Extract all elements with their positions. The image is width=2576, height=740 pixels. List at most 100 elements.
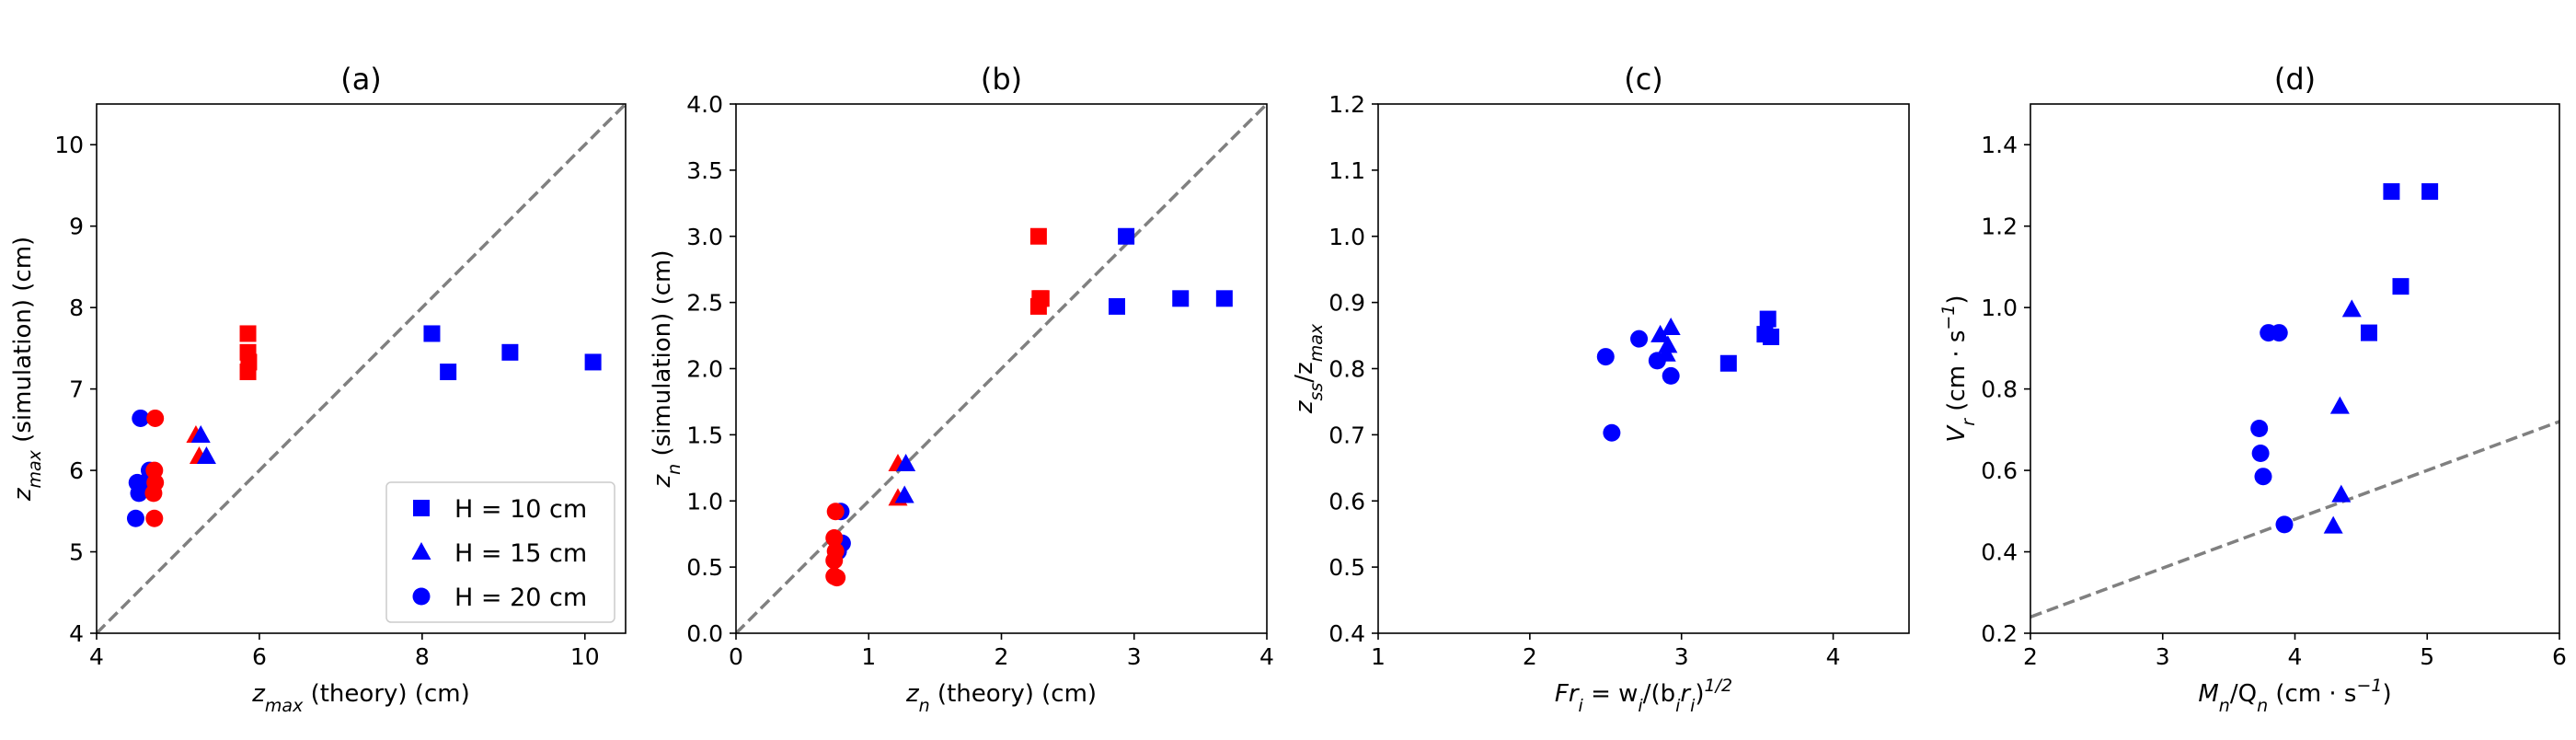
- data-point: [2383, 183, 2400, 201]
- data-point: [146, 409, 165, 427]
- y-tick-label: 10: [54, 132, 84, 158]
- data-point: [894, 485, 914, 503]
- x-tick-label: 10: [570, 643, 600, 670]
- y-tick-label: 0.9: [1328, 290, 1365, 317]
- y-tick-label: 4: [69, 620, 84, 647]
- panel-title: (a): [340, 62, 382, 97]
- data-point: [1172, 290, 1190, 307]
- data-point: [1029, 227, 1047, 245]
- data-point: [1603, 423, 1621, 442]
- data-point: [1596, 348, 1615, 366]
- x-tick-label: 4: [89, 643, 104, 670]
- chart-panel-2: (b) 0 1 2 3 4 0.0 0.5 1.0 1.5 2.0 2.5 3.0 3.5 4.0 zn (t…: [649, 62, 1274, 716]
- data-point: [1658, 335, 1678, 353]
- data-point: [1759, 310, 1777, 328]
- legend: H = 10 cm H = 15 cm H = 20 cm: [385, 481, 615, 623]
- y-tick-label: 0.8: [1981, 376, 2018, 403]
- data-point: [828, 569, 846, 587]
- x-tick-label: 2: [2023, 643, 2038, 670]
- data-point: [584, 353, 602, 371]
- reference-line: [736, 104, 1267, 633]
- x-tick-label: 3: [1127, 643, 1142, 670]
- panel-title: (c): [1624, 62, 1663, 97]
- x-tick-label: 3: [2156, 643, 2170, 670]
- legend-marker: [412, 587, 431, 606]
- data-point: [1719, 354, 1737, 372]
- data-point: [144, 484, 163, 503]
- x-tick-label: 8: [415, 643, 430, 670]
- y-tick-label: 0.4: [1328, 620, 1365, 647]
- y-tick-label: 1.5: [686, 422, 723, 448]
- y-tick-label: 4.0: [686, 91, 723, 118]
- data-point: [2251, 445, 2270, 462]
- x-axis-title: zn (theory) (cm): [905, 680, 1097, 716]
- chart-panel-3: (c) 1 2 3 4 0.4 0.5 0.6 0.7 0.8 0.9 1.0 1.1 1.2 Fri = …: [1291, 62, 1910, 716]
- data-point: [2254, 468, 2272, 486]
- data-point: [2341, 299, 2362, 318]
- data-point: [1662, 366, 1680, 385]
- plot-frame: [2030, 103, 2560, 634]
- data-point: [239, 325, 257, 342]
- data-point: [1762, 329, 1779, 345]
- panel-title: (b): [981, 62, 1022, 97]
- data-point: [1118, 227, 1135, 245]
- legend-label: H = 20 cm: [454, 584, 587, 612]
- y-tick-label: 1.0: [686, 488, 723, 515]
- data-point: [1648, 352, 1666, 370]
- x-tick-label: 3: [1674, 643, 1689, 670]
- y-tick-label: 0.5: [686, 554, 723, 581]
- y-tick-label: 1.0: [1981, 295, 2018, 321]
- legend-marker: [411, 542, 431, 560]
- legend-marker: [413, 500, 430, 516]
- y-tick-label: 3.0: [686, 224, 723, 250]
- data-point: [826, 503, 845, 521]
- y-tick-label: 0.0: [686, 620, 723, 647]
- legend-label: H = 15 cm: [454, 539, 587, 568]
- x-tick-label: 5: [2420, 643, 2434, 670]
- y-tick-label: 2.0: [686, 356, 723, 383]
- data-point: [825, 529, 844, 547]
- data-point: [1215, 290, 1233, 307]
- data-point: [2392, 278, 2409, 295]
- data-point: [2270, 324, 2288, 342]
- y-tick-label: 1.1: [1328, 157, 1365, 184]
- data-point: [239, 364, 257, 381]
- data-point: [1029, 297, 1047, 315]
- y-tick-label: 3.5: [686, 157, 723, 184]
- x-tick-label: 4: [2288, 643, 2303, 670]
- legend-label: H = 10 cm: [454, 495, 587, 524]
- data-point: [130, 484, 148, 503]
- legend-box: [385, 481, 615, 623]
- plot-frame: [1377, 103, 1910, 634]
- y-tick-label: 6: [69, 457, 84, 484]
- x-tick-label: 1: [1371, 643, 1386, 670]
- y-axis-title: zn (simulation) (cm): [649, 250, 684, 489]
- x-tick-label: 6: [252, 643, 267, 670]
- y-tick-label: 1.0: [1328, 224, 1365, 250]
- data-point: [2250, 420, 2269, 438]
- reference-line: [97, 104, 626, 633]
- y-tick-label: 1.2: [1328, 91, 1365, 118]
- data-point: [126, 509, 144, 527]
- data-point: [190, 425, 211, 444]
- x-axis-title: Fri = wi/(biri)1/2: [1555, 676, 1732, 716]
- x-tick-label: 2: [995, 643, 1009, 670]
- y-tick-label: 9: [69, 214, 84, 240]
- data-point: [2323, 515, 2343, 534]
- data-point: [2331, 484, 2352, 503]
- x-tick-label: 2: [1523, 643, 1537, 670]
- x-tick-label: 4: [1826, 643, 1841, 670]
- y-tick-label: 0.7: [1328, 422, 1365, 448]
- y-tick-label: 0.6: [1328, 488, 1365, 515]
- data-point: [2421, 183, 2439, 201]
- x-tick-label: 4: [1259, 643, 1274, 670]
- data-point: [440, 364, 457, 381]
- data-point: [825, 551, 844, 570]
- x-tick-label: 0: [729, 643, 743, 670]
- y-tick-label: 8: [69, 295, 84, 321]
- y-tick-label: 5: [69, 539, 84, 566]
- y-tick-label: 2.5: [686, 290, 723, 317]
- x-tick-label: 6: [2552, 643, 2567, 670]
- y-tick-label: 1.4: [1981, 132, 2018, 158]
- y-tick-label: 0.8: [1328, 356, 1365, 383]
